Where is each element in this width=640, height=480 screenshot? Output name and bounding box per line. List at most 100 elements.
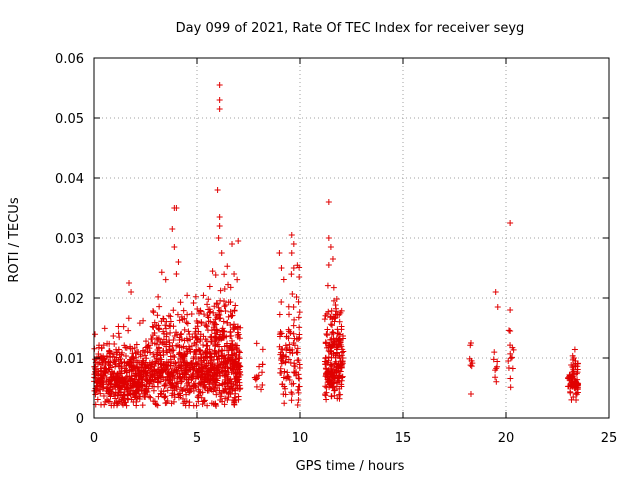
data-point [509,354,516,361]
data-point [338,343,345,350]
data-point [137,383,144,390]
data-point [333,340,340,347]
data-point [113,346,120,353]
data-point [291,316,298,323]
data-point [137,353,144,360]
data-point [505,357,512,364]
x-tick-label: 20 [498,431,515,446]
data-point [228,332,235,339]
data-point [182,370,189,377]
data-point [187,336,194,343]
data-point [324,374,331,381]
data-point [155,344,162,351]
data-point [163,338,170,345]
data-point [510,346,517,353]
data-point [215,235,222,241]
data-point [322,391,329,398]
data-point [167,329,174,336]
data-point [118,351,125,358]
data-point [219,347,226,354]
data-point [106,366,113,373]
data-point [211,351,218,358]
data-point [183,319,190,326]
data-point [219,353,226,360]
data-point [207,373,214,380]
data-point [332,374,339,381]
data-point [213,379,220,386]
data-point [146,393,153,400]
data-point [329,384,336,391]
data-point [153,335,160,342]
data-point [178,330,185,337]
y-tick-labels: 0 0.01 0.02 0.03 0.04 0.05 0.06 [55,52,84,427]
data-point [212,333,219,340]
data-point [175,359,182,366]
data-point [170,347,177,354]
data-point [325,199,332,205]
data-point [326,341,333,348]
data-point [149,323,156,330]
data-point [233,344,240,351]
data-point [113,379,120,386]
x-tick-labels: 0 5 10 15 20 25 [90,431,617,446]
data-point [123,402,130,409]
data-point [296,365,303,372]
data-point [104,340,111,347]
data-point [231,271,238,277]
data-point [293,293,300,300]
data-point [97,365,104,372]
data-point [192,383,199,390]
data-point [203,322,210,329]
data-point [149,340,156,347]
data-point [216,82,223,88]
data-point [111,341,118,348]
data-point [105,398,112,405]
data-point [180,307,187,314]
data-point [221,376,228,383]
data-point [116,369,123,376]
data-point [101,401,108,408]
data-point [507,342,514,349]
data-point [215,364,222,371]
data-point [232,390,239,397]
data-point [339,349,346,356]
data-point [467,362,474,369]
data-point [220,318,227,325]
data-point [138,379,145,386]
data-point [171,394,178,401]
data-point [331,375,338,382]
data-point [94,396,101,403]
data-point [204,301,211,308]
data-point [218,389,225,396]
data-point [192,375,199,382]
data-point [222,368,229,375]
data-point [209,364,216,371]
data-point [325,377,332,384]
data-point [181,315,188,322]
data-point [218,393,225,400]
data-point [170,307,177,314]
data-point [156,303,163,310]
data-point [188,361,195,368]
data-point [223,371,230,378]
data-point [295,389,302,396]
data-point [106,347,113,354]
data-point [206,283,213,290]
data-point [290,369,297,376]
data-point [210,375,217,382]
data-point [150,387,157,394]
data-point [218,351,225,358]
data-point [166,371,173,378]
data-point [224,319,231,326]
data-point [105,359,112,366]
data-point [227,322,234,329]
data-point [286,347,293,354]
data-point [211,322,218,329]
data-point [156,325,163,332]
data-point [153,401,160,408]
data-point [236,355,243,362]
data-point [128,289,135,295]
data-point [130,359,137,366]
data-point [492,374,499,381]
data-point [235,396,242,403]
